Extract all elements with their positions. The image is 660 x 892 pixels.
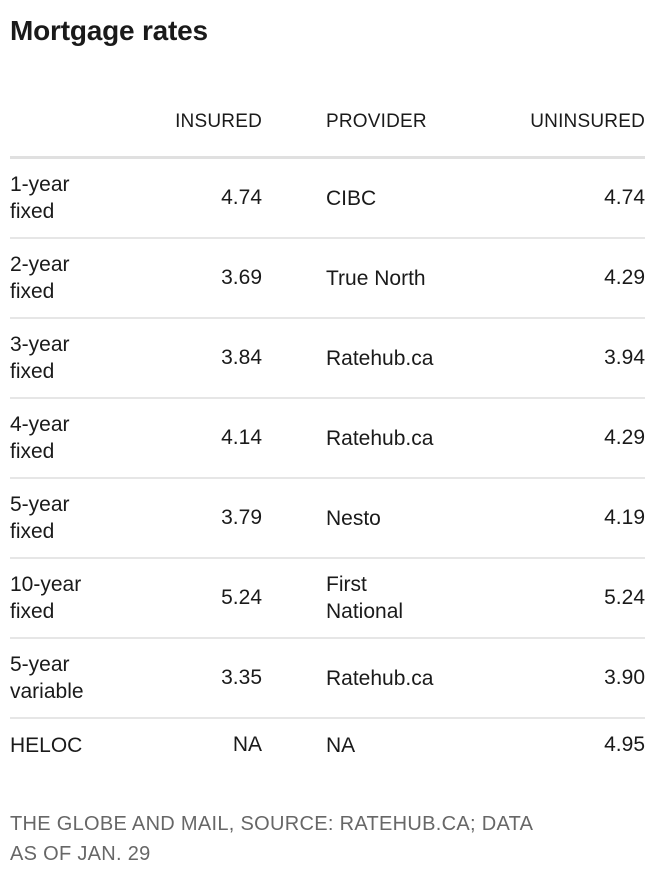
table-header-row: INSURED PROVIDER UNINSURED — [10, 48, 645, 159]
provider-name: True North — [326, 266, 426, 290]
provider-name: Nesto — [326, 506, 381, 530]
uninsured-rate: 4.29 — [604, 266, 645, 289]
term-label: 4-year fixed — [10, 413, 70, 463]
term-label: 3-year fixed — [10, 333, 70, 383]
uninsured-rate: 3.90 — [604, 666, 645, 689]
insured-rate: 4.14 — [221, 426, 262, 449]
insured-rate: 3.35 — [221, 666, 262, 689]
source-credit-line-1: THE GLOBE AND MAIL, SOURCE: RATEHUB.CA; … — [10, 813, 534, 835]
term-label: 1-year fixed — [10, 173, 70, 223]
insured-rate: 3.69 — [221, 266, 262, 289]
table-row-1-year-fixed: 1-year fixed 4.74 CIBC 4.74 — [10, 159, 645, 239]
table-row-10-year-fixed: 10-year fixed 5.24 First National 5.24 — [10, 559, 645, 639]
insured-rate: 3.84 — [221, 346, 262, 369]
term-label: 2-year fixed — [10, 253, 70, 303]
table-row-2-year-fixed: 2-year fixed 3.69 True North 4.29 — [10, 239, 645, 319]
table-row-4-year-fixed: 4-year fixed 4.14 Ratehub.ca 4.29 — [10, 399, 645, 479]
uninsured-rate: 5.24 — [604, 586, 645, 609]
term-label: 10-year fixed — [10, 573, 82, 623]
source-credit: THE GLOBE AND MAIL, SOURCE: RATEHUB.CA; … — [10, 809, 645, 869]
uninsured-rate: 4.19 — [604, 506, 645, 529]
page-title: Mortgage rates — [10, 15, 208, 46]
uninsured-rate: 4.29 — [604, 426, 645, 449]
insured-rate: NA — [232, 733, 262, 756]
source-credit-line-2: AS OF JAN. 29 — [10, 843, 151, 865]
provider-name: Ratehub.ca — [326, 426, 434, 450]
insured-rate: 3.79 — [221, 506, 262, 529]
term-label: 5-year variable — [10, 653, 84, 703]
mortgage-rates-graphic: Mortgage rates INSURED PROVIDER UNINSURE… — [10, 15, 645, 869]
provider-name: First National — [326, 573, 404, 623]
table-row-3-year-fixed: 3-year fixed 3.84 Ratehub.ca 3.94 — [10, 319, 645, 399]
provider-name: NA — [326, 733, 356, 757]
insured-rate: 5.24 — [221, 586, 262, 609]
insured-rate: 4.74 — [221, 186, 262, 209]
provider-name: Ratehub.ca — [326, 346, 434, 370]
provider-name: CIBC — [326, 186, 377, 210]
table-row-heloc: HELOC NA NA 4.95 — [10, 719, 645, 771]
term-label: HELOC — [10, 733, 83, 757]
uninsured-rate: 3.94 — [604, 346, 645, 369]
table-row-5-year-fixed: 5-year fixed 3.79 Nesto 4.19 — [10, 479, 645, 559]
provider-name: Ratehub.ca — [326, 666, 434, 690]
table-row-5-year-variable: 5-year variable 3.35 Ratehub.ca 3.90 — [10, 639, 645, 719]
uninsured-rate: 4.95 — [604, 733, 645, 756]
column-header-provider: PROVIDER — [326, 111, 427, 132]
rates-table: INSURED PROVIDER UNINSURED 1-year fixed … — [10, 48, 645, 771]
uninsured-rate: 4.74 — [604, 186, 645, 209]
column-header-insured: INSURED — [175, 110, 262, 132]
term-label: 5-year fixed — [10, 493, 70, 543]
column-header-uninsured: UNINSURED — [530, 110, 645, 132]
